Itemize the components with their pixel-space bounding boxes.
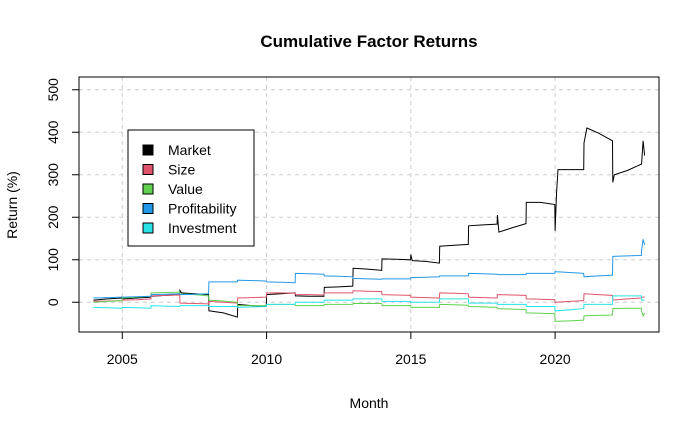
series-line-investment (93, 295, 645, 312)
y-tick-label: 200 (45, 205, 61, 229)
legend-swatch (142, 203, 154, 214)
legend-swatch (142, 183, 154, 195)
y-axis: 0 100 200 300 400 500 (45, 78, 80, 306)
x-axis-label: Month (350, 395, 389, 411)
legend-swatch (142, 222, 154, 234)
series-line-profitability (93, 239, 646, 299)
x-tick-label: 2020 (540, 351, 571, 367)
legend-items: Market Size Value Profitability Investment (142, 142, 237, 236)
y-tick-label: 0 (45, 298, 61, 306)
x-tick-label: 2005 (107, 351, 138, 367)
chart-title: Cumulative Factor Returns (260, 32, 477, 51)
y-tick-label: 300 (45, 163, 61, 187)
legend-label: Investment (168, 220, 237, 236)
legend-label: Value (168, 181, 203, 197)
x-tick-label: 2010 (251, 351, 282, 367)
legend-swatch (142, 144, 154, 156)
legend-label: Market (168, 142, 211, 158)
x-axis: 2005 2010 2015 2020 (107, 331, 571, 367)
legend-label: Profitability (168, 201, 236, 217)
x-tick-label: 2015 (395, 351, 426, 367)
legend-label: Size (168, 162, 195, 178)
legend: Market Size Value Profitability Investment (127, 129, 255, 247)
series-line-size (93, 290, 645, 305)
y-tick-label: 400 (45, 120, 61, 144)
y-axis-label: Return (%) (4, 171, 20, 239)
y-tick-label: 500 (45, 78, 61, 102)
y-tick-label: 100 (45, 248, 61, 272)
legend-swatch (142, 164, 154, 175)
series-lines (93, 127, 646, 322)
